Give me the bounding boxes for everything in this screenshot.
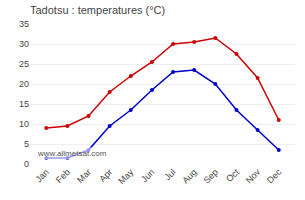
svg-text:Sep: Sep (202, 167, 220, 185)
svg-text:5: 5 (24, 139, 29, 149)
svg-text:Nov: Nov (244, 167, 263, 186)
svg-text:25: 25 (19, 59, 29, 69)
svg-text:Feb: Feb (54, 167, 72, 185)
svg-text:35: 35 (19, 19, 29, 29)
svg-text:30: 30 (19, 39, 29, 49)
svg-text:Mar: Mar (75, 167, 93, 185)
svg-text:20: 20 (19, 79, 29, 89)
svg-text:www.allmetsat.com: www.allmetsat.com (37, 149, 107, 158)
svg-text:Tadotsu : temperatures (°C): Tadotsu : temperatures (°C) (30, 4, 165, 16)
svg-text:Jul: Jul (162, 167, 177, 182)
svg-text:Jan: Jan (34, 167, 51, 184)
svg-text:May: May (116, 167, 135, 186)
svg-text:Dec: Dec (265, 167, 284, 186)
svg-text:Apr: Apr (97, 167, 114, 184)
svg-text:Oct: Oct (224, 167, 241, 184)
svg-text:Aug: Aug (180, 167, 198, 185)
svg-text:15: 15 (19, 99, 29, 109)
svg-text:10: 10 (19, 119, 29, 129)
svg-text:Jun: Jun (139, 167, 156, 184)
svg-text:0: 0 (24, 159, 29, 169)
